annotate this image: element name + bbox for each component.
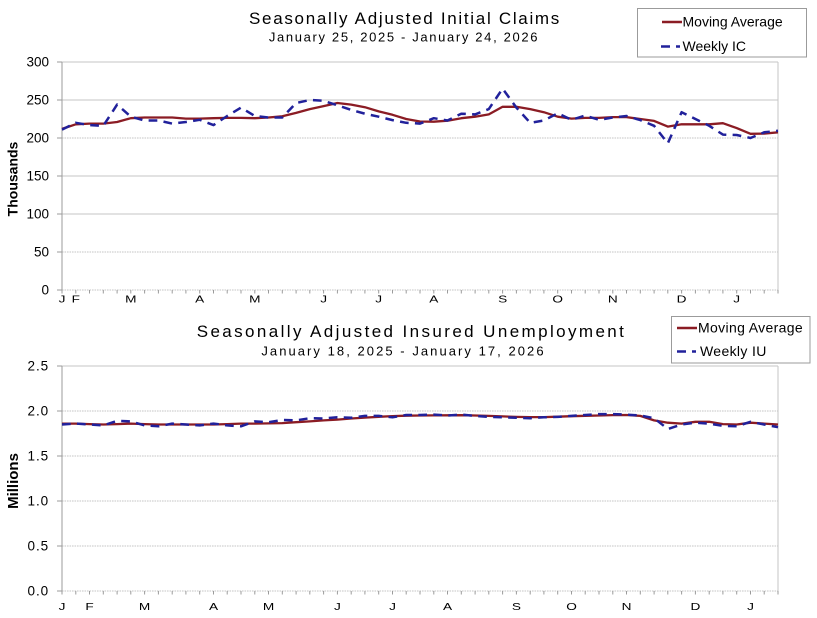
svg-text:Millions: Millions	[5, 453, 22, 509]
svg-text:D: D	[677, 293, 687, 305]
svg-text:1.0: 1.0	[28, 494, 49, 509]
svg-text:0.0: 0.0	[28, 584, 49, 599]
svg-text:Moving Average: Moving Average	[683, 14, 783, 30]
svg-text:0: 0	[41, 283, 49, 298]
svg-text:Thousands: Thousands	[4, 141, 20, 216]
svg-text:200: 200	[26, 131, 49, 146]
svg-text:Seasonally Adjusted Insured Un: Seasonally Adjusted Insured Unemployment	[197, 322, 627, 341]
svg-text:M: M	[125, 293, 136, 305]
svg-text:J: J	[59, 293, 66, 305]
svg-text:100: 100	[26, 207, 49, 222]
svg-text:A: A	[443, 601, 453, 613]
svg-text:250: 250	[26, 93, 49, 108]
svg-text:J: J	[320, 293, 327, 305]
svg-text:A: A	[209, 601, 219, 613]
svg-text:A: A	[195, 293, 205, 305]
svg-text:M: M	[139, 601, 150, 613]
svg-text:J: J	[733, 293, 740, 305]
svg-text:50: 50	[34, 245, 49, 260]
svg-text:January 25, 2025 - January 24,: January 25, 2025 - January 24, 2026	[269, 30, 539, 45]
svg-text:N: N	[608, 293, 618, 305]
svg-text:Weekly IU: Weekly IU	[700, 343, 767, 359]
svg-text:January 18, 2025 - January 17,: January 18, 2025 - January 17, 2026	[261, 344, 545, 359]
svg-text:Moving Average: Moving Average	[698, 320, 803, 336]
svg-text:300: 300	[26, 55, 49, 70]
svg-text:M: M	[263, 601, 274, 613]
svg-text:2.5: 2.5	[28, 359, 49, 374]
svg-text:O: O	[552, 293, 563, 305]
svg-text:M: M	[249, 293, 260, 305]
svg-text:J: J	[334, 601, 341, 613]
svg-text:N: N	[622, 601, 632, 613]
svg-text:J: J	[59, 601, 66, 613]
svg-text:J: J	[375, 293, 382, 305]
svg-text:Weekly IC: Weekly IC	[683, 38, 747, 54]
svg-text:Seasonally Adjusted Initial Cl: Seasonally Adjusted Initial Claims	[249, 9, 561, 28]
svg-text:2.0: 2.0	[28, 404, 49, 419]
svg-text:0.5: 0.5	[28, 539, 49, 554]
svg-text:F: F	[85, 601, 93, 613]
svg-text:O: O	[566, 601, 577, 613]
svg-text:J: J	[389, 601, 396, 613]
svg-text:F: F	[72, 293, 80, 305]
svg-text:A: A	[429, 293, 439, 305]
svg-text:S: S	[498, 293, 507, 305]
svg-text:S: S	[512, 601, 521, 613]
svg-text:D: D	[690, 601, 700, 613]
svg-text:150: 150	[26, 169, 49, 184]
svg-text:J: J	[747, 601, 754, 613]
svg-text:1.5: 1.5	[28, 449, 49, 464]
